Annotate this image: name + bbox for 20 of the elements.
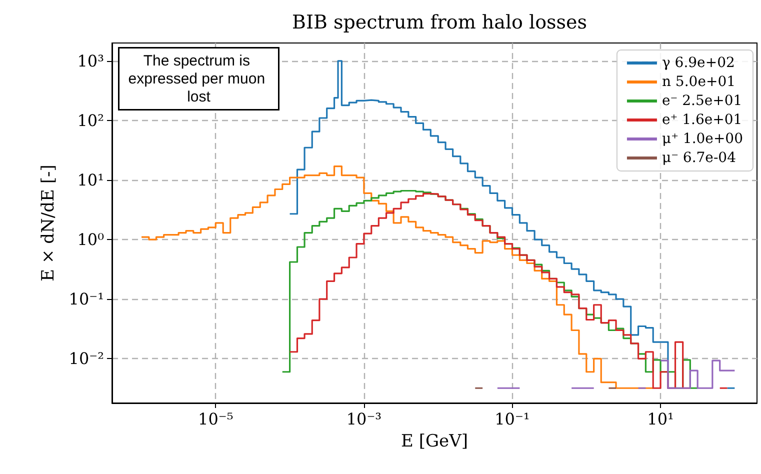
legend-label: n 5.0e+01 [662, 74, 736, 90]
y-tick-label: 10⁻² [68, 349, 104, 368]
annotation: The spectrum is expressed per muon lost [128, 52, 270, 106]
y-tick-label: 10³ [77, 51, 104, 70]
y-tick-label: 10⁰ [77, 230, 104, 250]
y-tick-label: 10⁻¹ [68, 290, 104, 309]
x-tick-label: 10⁻⁵ [198, 410, 234, 428]
x-axis-title: E [GeV] [401, 432, 468, 452]
x-tick-label: 10⁻¹ [494, 410, 530, 428]
legend-label: e⁻ 2.5e+01 [662, 93, 742, 109]
x-tick-label: 10¹ [647, 410, 674, 428]
chart-title: BIB spectrum from halo losses [292, 12, 588, 34]
legend-label: e⁺ 1.6e+01 [662, 112, 742, 128]
y-tick-label: 10¹ [77, 170, 104, 190]
x-tick-label: 10⁻³ [346, 410, 382, 428]
legend-label: μ⁻ 6.7e-04 [662, 150, 736, 166]
y-tick-label: 10² [77, 110, 104, 130]
legend-label: γ 6.9e+02 [662, 55, 735, 71]
y-axis-title: E × dN/dE [-] [38, 164, 58, 282]
legend-label: μ⁺ 1.0e+00 [662, 131, 744, 147]
